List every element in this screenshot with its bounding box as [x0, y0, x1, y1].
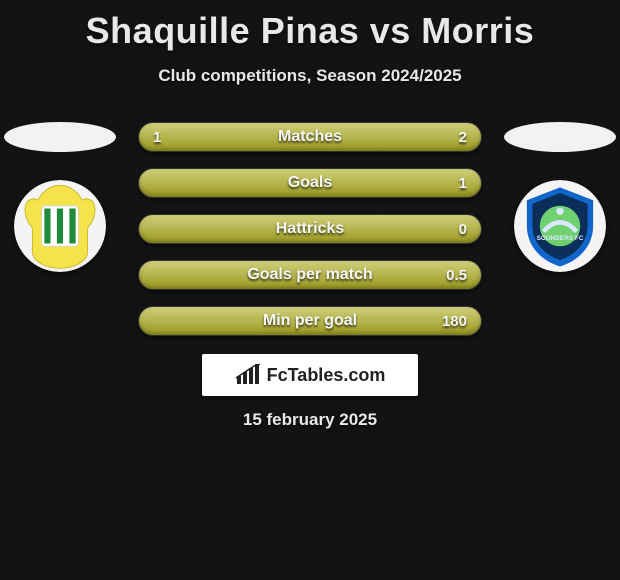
right-team-crest: SOUNDERS FC [514, 180, 606, 272]
stat-bar: 1 Matches 2 [138, 122, 482, 152]
stat-right-value: 0 [459, 215, 467, 243]
stat-bars: 1 Matches 2 Goals 1 Hattricks 0 Goals pe… [138, 122, 482, 352]
page-title: Shaquille Pinas vs Morris [0, 0, 620, 52]
stat-right-value: 0.5 [446, 261, 467, 289]
stat-bar: Goals per match 0.5 [138, 260, 482, 290]
stat-bar: Min per goal 180 [138, 306, 482, 336]
stat-label: Matches [139, 123, 481, 151]
svg-text:SOUNDERS FC: SOUNDERS FC [537, 235, 584, 242]
stat-label: Hattricks [139, 215, 481, 243]
left-player-oval [4, 122, 116, 152]
left-team-crest [14, 180, 106, 272]
stat-label: Goals per match [139, 261, 481, 289]
right-player-oval [504, 122, 616, 152]
stat-right-value: 2 [459, 123, 467, 151]
stat-right-value: 180 [442, 307, 467, 335]
stat-bar: Goals 1 [138, 168, 482, 198]
subtitle: Club competitions, Season 2024/2025 [0, 66, 620, 86]
left-side [0, 98, 120, 272]
stat-right-value: 1 [459, 169, 467, 197]
right-side: SOUNDERS FC [500, 98, 620, 272]
stat-label: Min per goal [139, 307, 481, 335]
fctables-logo: FcTables.com [202, 354, 418, 396]
date-label: 15 february 2025 [0, 410, 620, 430]
stat-label: Goals [139, 169, 481, 197]
bar-chart-icon [235, 364, 261, 386]
stat-bar: Hattricks 0 [138, 214, 482, 244]
fctables-logo-text: FcTables.com [267, 365, 386, 386]
